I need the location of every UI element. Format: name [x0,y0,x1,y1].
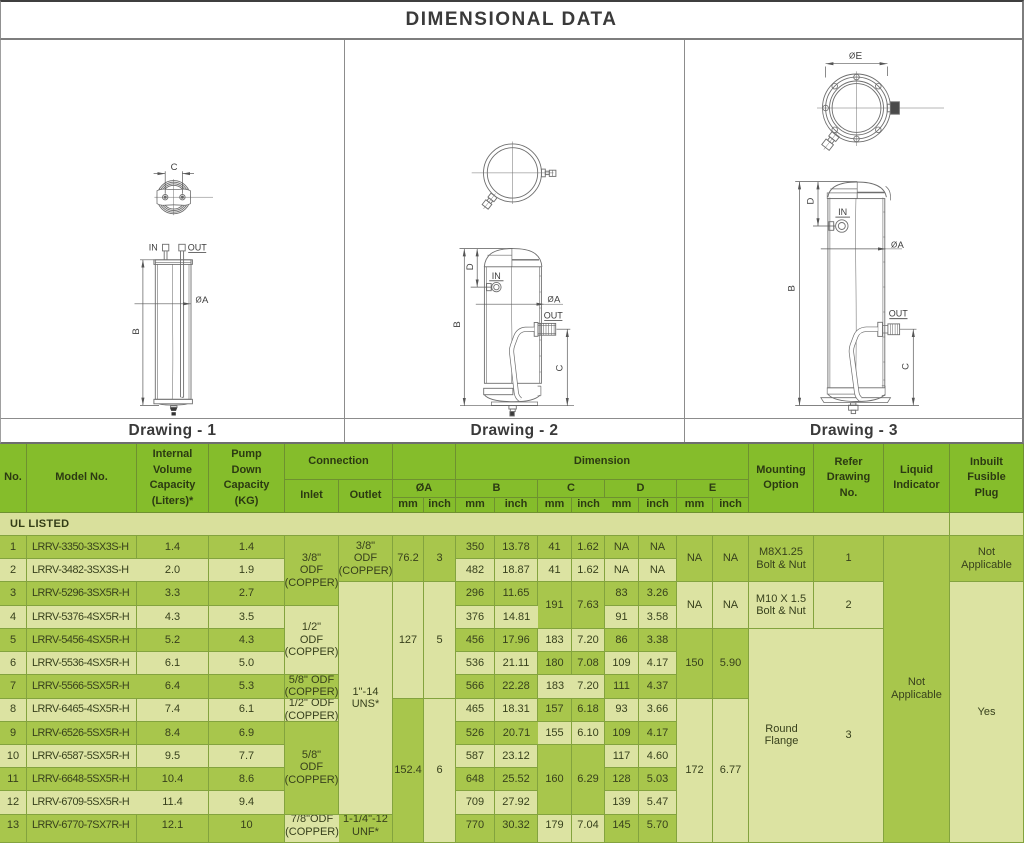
svg-text:B: B [452,321,463,327]
svg-text:E: E [856,51,863,62]
svg-text:Ø: Ø [891,241,897,250]
svg-text:D: D [465,263,476,270]
svg-text:Ø: Ø [849,52,855,61]
svg-text:OUT: OUT [544,311,564,321]
svg-text:D: D [805,197,816,204]
svg-text:OUT: OUT [889,309,909,319]
svg-text:IN: IN [838,207,847,217]
svg-text:IN: IN [492,271,501,281]
svg-text:OUT: OUT [188,243,208,253]
svg-text:A: A [898,240,905,251]
svg-text:A: A [202,295,209,306]
svg-text:C: C [171,162,178,173]
svg-text:C: C [555,364,566,371]
svg-text:B: B [131,328,142,334]
svg-text:IN: IN [149,243,158,253]
svg-text:C: C [901,363,912,370]
svg-text:Ø: Ø [196,296,202,305]
svg-text:Ø: Ø [548,295,554,304]
svg-text:B: B [787,285,798,291]
svg-text:A: A [554,294,561,305]
